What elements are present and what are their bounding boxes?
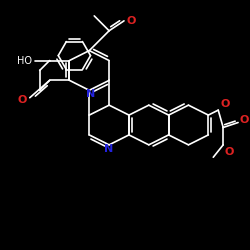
Text: O: O <box>224 147 234 157</box>
Text: O: O <box>221 99 230 109</box>
Text: O: O <box>18 95 27 105</box>
Text: O: O <box>239 115 249 125</box>
Text: HO: HO <box>17 56 32 66</box>
Text: O: O <box>126 16 136 26</box>
Text: N: N <box>104 144 114 154</box>
Text: N: N <box>86 89 95 99</box>
